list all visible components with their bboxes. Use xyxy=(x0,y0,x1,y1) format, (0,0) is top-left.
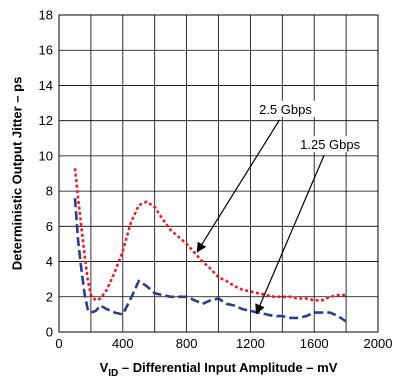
annotation-label-bg xyxy=(254,100,317,117)
x-axis-label-rest: – Differential Input Amplitude – mV xyxy=(118,360,337,375)
annotation-label: 2.5 Gbps xyxy=(259,102,312,117)
x-tick-label: 1600 xyxy=(300,336,329,351)
x-tick-labels: 0 400 800 1200 1600 2000 xyxy=(55,336,392,351)
annotation-arrow xyxy=(255,154,325,315)
x-axis-label-main: V xyxy=(100,360,109,375)
x-tick-label: 0 xyxy=(55,336,62,351)
annotation-arrow xyxy=(196,119,280,253)
y-tick-label: 12 xyxy=(39,113,53,128)
y-tick-label: 16 xyxy=(39,43,53,58)
y-tick-label: 0 xyxy=(46,325,53,340)
y-tick-label: 10 xyxy=(39,148,53,163)
annotation-label: 1.25 Gbps xyxy=(300,137,360,152)
y-tick-label: 8 xyxy=(46,184,53,199)
plot-frame xyxy=(58,14,379,333)
x-axis-label: VID – Differential Input Amplitude – mV xyxy=(100,360,338,379)
x-tick-label: 400 xyxy=(112,336,134,351)
series-line xyxy=(73,198,347,323)
y-tick-label: 2 xyxy=(46,289,53,304)
x-tick-label: 800 xyxy=(176,336,198,351)
y-tick-label: 4 xyxy=(46,254,53,269)
x-axis-label-subscript: ID xyxy=(108,368,118,379)
y-axis-label: Deterministic Output Jitter – ps xyxy=(9,77,24,271)
series-line xyxy=(73,168,347,302)
y-tick-labels: 0 2 4 6 8 10 12 14 16 18 xyxy=(39,8,53,340)
y-tick-label: 18 xyxy=(39,8,53,23)
series-lines xyxy=(73,168,347,323)
x-tick-label: 1200 xyxy=(236,336,265,351)
annotation-label-bg xyxy=(295,136,365,153)
grid-lines xyxy=(59,15,378,332)
x-tick-label: 2000 xyxy=(364,336,393,351)
annotations: 2.5 Gbps 1.25 Gbps xyxy=(196,100,365,315)
y-tick-label: 6 xyxy=(46,219,53,234)
y-tick-label: 14 xyxy=(39,78,53,93)
